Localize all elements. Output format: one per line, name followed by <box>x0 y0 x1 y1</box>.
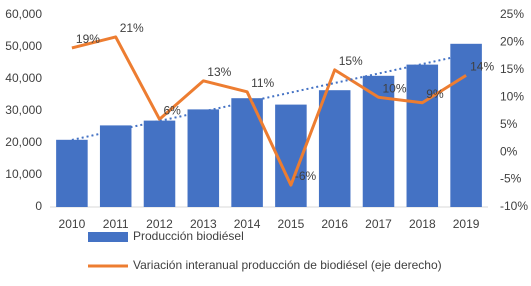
y2-tick-label: 0% <box>500 144 518 158</box>
y-tick-label: 20,000 <box>5 135 42 149</box>
y-tick-label: 60,000 <box>5 7 42 21</box>
line <box>71 35 467 187</box>
y2-tick-label: 15% <box>500 62 524 76</box>
legend-label: Variación interanual producción de biodi… <box>133 258 442 272</box>
x-tick-label: 2013 <box>190 217 217 231</box>
data-label: 14% <box>470 60 494 74</box>
x-tick-label: 2019 <box>453 217 480 231</box>
x-tick-label: 2016 <box>321 217 348 231</box>
y-tick-label: 40,000 <box>5 71 42 85</box>
x-tick-label: 2010 <box>59 217 86 231</box>
x-tick-label: 2015 <box>278 217 305 231</box>
data-label: 15% <box>339 54 363 68</box>
x-tick-label: 2011 <box>103 217 129 231</box>
bar <box>318 90 351 207</box>
x-tick-label: 2017 <box>365 217 392 231</box>
x-tick-label: 2014 <box>234 217 261 231</box>
data-label: -6% <box>295 169 317 183</box>
y-tick-label: 0 <box>35 199 42 213</box>
data-label: 19% <box>76 32 100 46</box>
x-tick-label: 2018 <box>409 217 436 231</box>
y-tick-label: 10,000 <box>5 167 42 181</box>
trendline <box>71 53 467 141</box>
y2-tick-label: 10% <box>500 89 524 103</box>
y-tick-label: 50,000 <box>5 39 42 53</box>
y2-tick-label: 20% <box>500 35 524 49</box>
bar <box>99 125 132 207</box>
bar <box>406 64 439 207</box>
bar <box>362 75 395 207</box>
bar <box>187 109 220 207</box>
data-label: 9% <box>426 87 444 101</box>
bar <box>143 120 176 207</box>
data-label: 11% <box>251 76 274 90</box>
x-tick-label: 2012 <box>146 217 173 231</box>
y2-tick-label: -10% <box>500 199 528 213</box>
data-label: 10% <box>383 81 407 95</box>
y2-tick-label: 25% <box>500 7 524 21</box>
data-label: 6% <box>164 103 182 117</box>
data-label: 13% <box>207 65 231 79</box>
y2-tick-label: -5% <box>500 172 522 186</box>
bar <box>450 43 482 207</box>
y2-tick-label: 5% <box>500 117 518 131</box>
legend-swatch <box>88 232 128 242</box>
data-label: 21% <box>120 21 144 35</box>
bar <box>56 139 88 207</box>
y-tick-label: 30,000 <box>5 103 42 117</box>
legend-label: Producción biodiésel <box>133 229 244 243</box>
